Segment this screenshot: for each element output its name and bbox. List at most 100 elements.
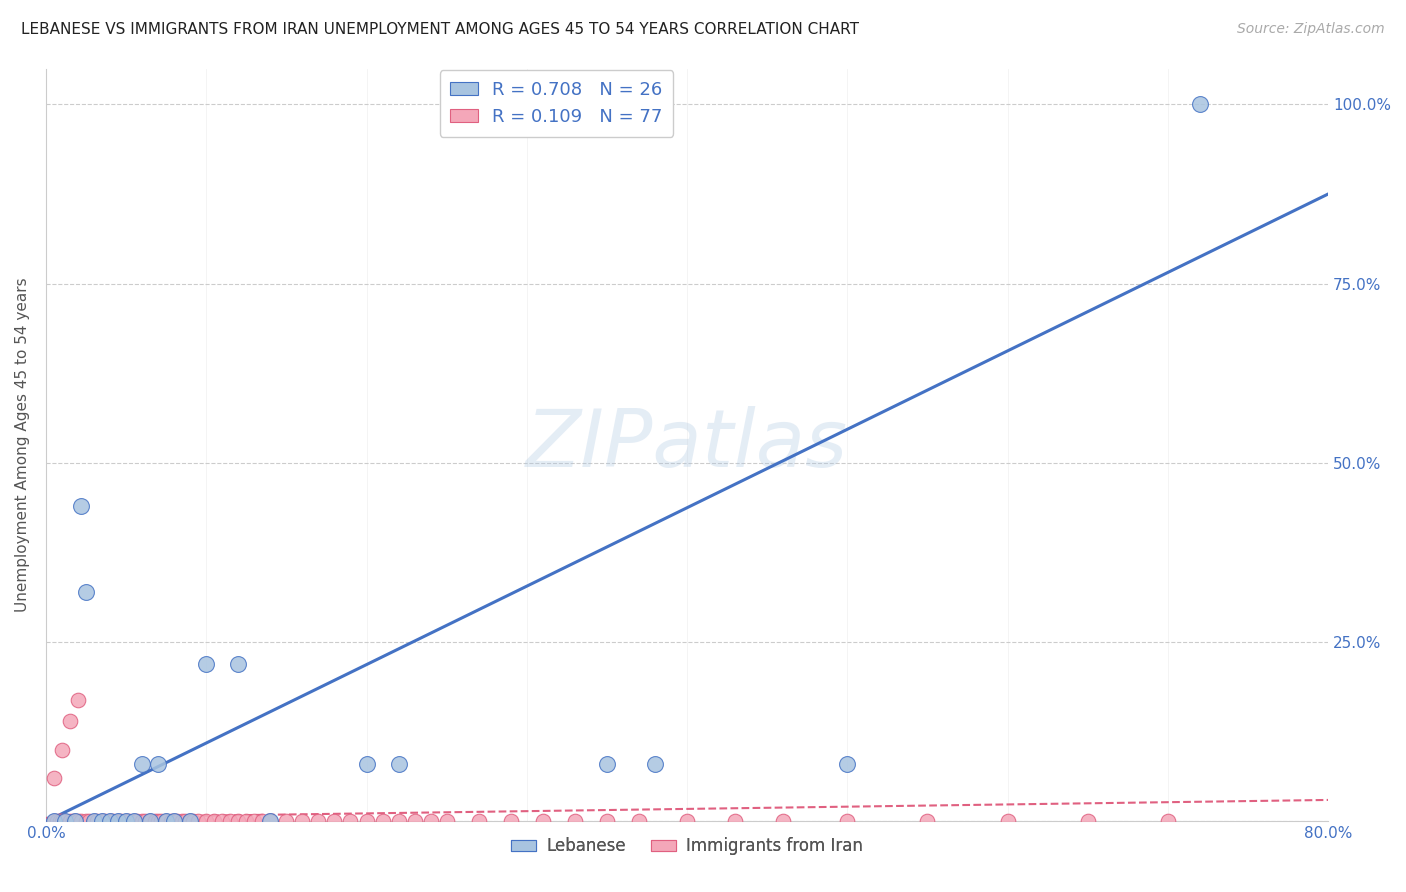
Point [107,814,129,829]
Point [1188,97,1211,112]
Point [163,814,186,829]
Point [596,814,619,829]
Point [51,743,73,757]
Point [86,814,108,829]
Point [772,814,794,829]
Point [183,814,205,829]
Point [195,814,218,829]
Point [724,814,747,829]
Point [70,499,93,513]
Point [371,814,394,829]
Point [63,814,86,829]
Point [596,757,619,772]
Point [436,814,458,829]
Point [42,814,65,829]
Point [404,814,426,829]
Point [467,814,489,829]
Point [59,714,82,728]
Point [53,814,76,829]
Point [172,814,194,829]
Point [202,814,225,829]
Point [150,814,173,829]
Point [627,814,650,829]
Point [179,814,201,829]
Y-axis label: Unemployment Among Ages 45 to 54 years: Unemployment Among Ages 45 to 54 years [15,277,30,612]
Point [195,657,218,671]
Point [98,814,121,829]
Point [139,814,162,829]
Point [42,814,65,829]
Point [51,814,73,829]
Text: ZIPatlas: ZIPatlas [526,406,848,484]
Point [163,814,186,829]
Point [259,814,281,829]
Point [75,814,97,829]
Point [1077,814,1099,829]
Point [94,814,117,829]
Point [644,757,666,772]
Point [66,814,89,829]
Text: Source: ZipAtlas.com: Source: ZipAtlas.com [1237,22,1385,37]
Point [91,814,114,829]
Point [127,814,149,829]
Point [387,757,409,772]
Point [110,814,132,829]
Point [174,814,197,829]
Point [49,814,72,829]
Point [122,814,145,829]
Point [42,772,65,786]
Point [75,585,97,599]
Point [131,757,153,772]
Point [1157,814,1180,829]
Point [419,814,441,829]
Point [252,814,274,829]
Point [146,757,169,772]
Point [219,814,242,829]
Point [166,814,188,829]
Point [356,814,378,829]
Point [143,814,166,829]
Point [837,814,859,829]
Point [155,814,177,829]
Point [122,814,145,829]
Point [235,814,257,829]
Point [53,814,76,829]
Point [134,814,156,829]
Point [107,814,129,829]
Point [155,814,177,829]
Point [46,814,69,829]
Point [63,814,86,829]
Point [837,757,859,772]
Point [226,657,249,671]
Point [997,814,1019,829]
Point [62,814,84,829]
Point [291,814,314,829]
Point [323,814,346,829]
Point [187,814,209,829]
Point [146,814,169,829]
Point [387,814,409,829]
Point [131,814,153,829]
Point [339,814,361,829]
Point [66,692,89,706]
Text: LEBANESE VS IMMIGRANTS FROM IRAN UNEMPLOYMENT AMONG AGES 45 TO 54 YEARS CORRELAT: LEBANESE VS IMMIGRANTS FROM IRAN UNEMPLO… [21,22,859,37]
Point [259,814,281,829]
Point [179,814,201,829]
Point [83,814,105,829]
Point [917,814,939,829]
Point [59,814,82,829]
Point [115,814,138,829]
Point [139,814,162,829]
Point [243,814,266,829]
Point [160,814,183,829]
Point [564,814,586,829]
Point [531,814,554,829]
Point [83,814,105,829]
Point [356,757,378,772]
Point [91,814,114,829]
Point [276,814,298,829]
Point [103,814,125,829]
Point [211,814,233,829]
Point [77,814,100,829]
Point [118,814,141,829]
